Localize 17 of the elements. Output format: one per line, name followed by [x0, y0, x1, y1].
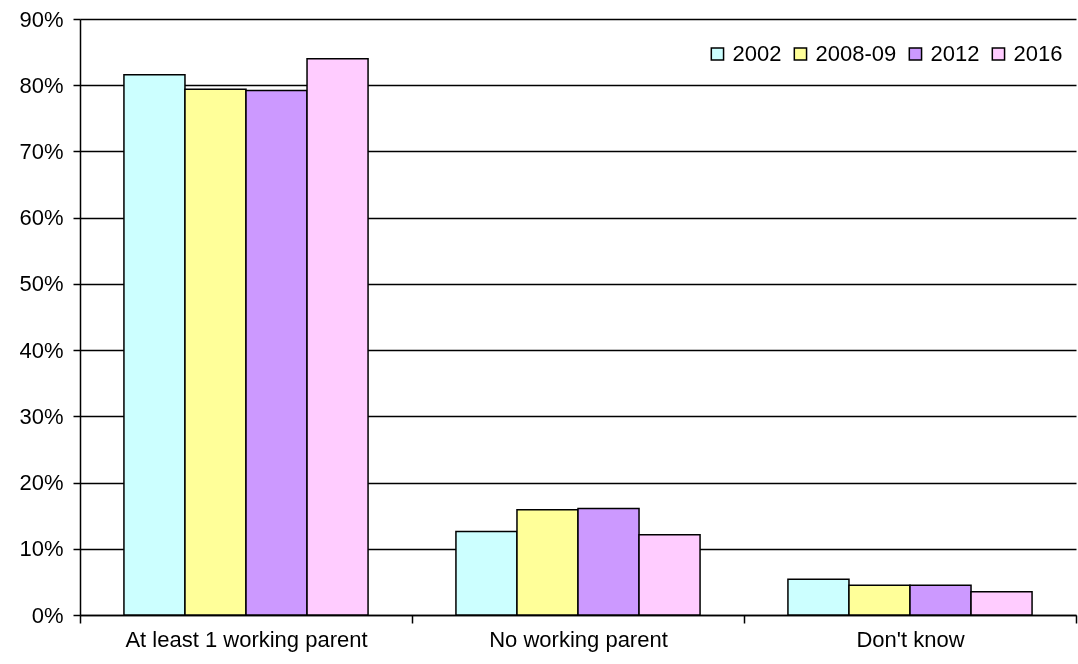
- x-tick-label: Don't know: [856, 626, 965, 652]
- y-tick-label: 20%: [19, 470, 64, 496]
- y-tick-label: 70%: [19, 138, 64, 164]
- y-tick-label: 90%: [19, 6, 64, 32]
- legend-label: 2016: [1013, 41, 1063, 66]
- y-tick-label: 40%: [19, 337, 64, 363]
- legend-label: 2012: [930, 41, 980, 66]
- y-tick-label: 0%: [31, 602, 64, 628]
- y-tick-label: 60%: [19, 205, 64, 231]
- x-tick-label: At least 1 working parent: [125, 626, 368, 652]
- y-tick-label: 30%: [19, 403, 64, 429]
- x-tick-label: No working parent: [489, 626, 668, 652]
- y-tick-label: 80%: [19, 72, 64, 98]
- y-tick-label: 10%: [19, 536, 64, 562]
- legend-label: 2008-09: [815, 41, 897, 66]
- legend-label: 2002: [732, 41, 782, 66]
- y-tick-label: 50%: [19, 271, 64, 297]
